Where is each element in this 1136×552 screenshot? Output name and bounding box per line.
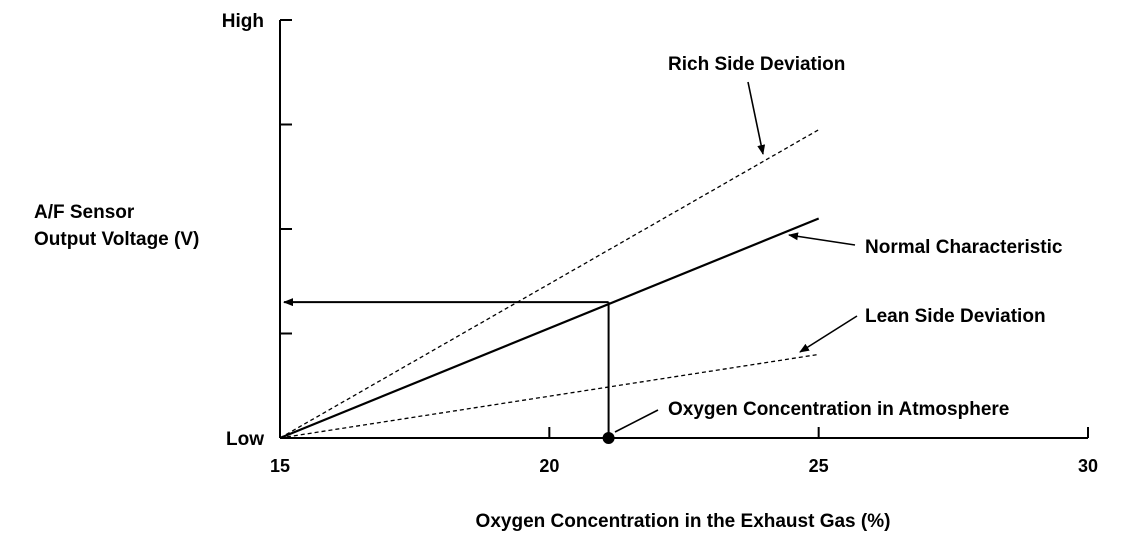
reference-lines (283, 298, 615, 444)
rich-side-deviation-label: Rich Side Deviation (668, 54, 845, 75)
rich-side-deviation-pointer (747, 81, 766, 155)
reference-point (602, 432, 615, 444)
x-ticks: 15 20 25 30 (270, 427, 1098, 476)
y-tick-label: Low (226, 429, 264, 450)
y-axis-label-line-2: Output Voltage (V) (34, 229, 199, 250)
series-line-rich-side-deviation (279, 129, 820, 439)
y-tick-label: High (222, 11, 264, 32)
x-tick-label: 20 (539, 456, 559, 476)
lean-side-deviation-pointer (799, 315, 858, 353)
oxygen-in-atmosphere-pointer (614, 409, 659, 433)
y-axis-label-line-1: A/F Sensor (34, 202, 135, 223)
series-lines (279, 129, 820, 440)
normal-characteristic-label: Normal Characteristic (865, 237, 1063, 258)
x-tick-label: 25 (809, 456, 829, 476)
series-line-normal-characteristic (279, 217, 820, 440)
x-tick-label: 30 (1078, 456, 1098, 476)
x-tick-label: 15 (270, 456, 290, 476)
series-line-lean-side-deviation (279, 353, 819, 439)
oxygen-in-atmosphere-label: Oxygen Concentration in Atmosphere (668, 399, 1009, 420)
y-ticks: Low High (222, 11, 292, 450)
x-axis-label: Oxygen Concentration in the Exhaust Gas … (476, 511, 891, 532)
lean-side-deviation-label: Lean Side Deviation (865, 306, 1046, 327)
normal-characteristic-pointer (788, 232, 856, 246)
